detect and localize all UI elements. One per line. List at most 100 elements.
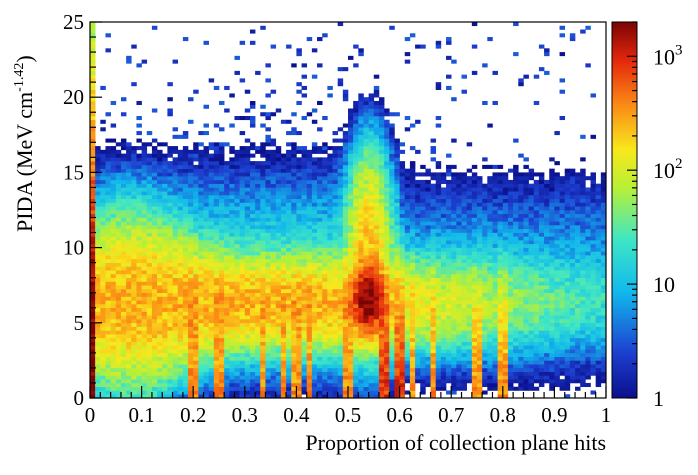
heatmap-cell [126,312,131,316]
heatmap-cell [255,150,260,154]
heatmap-cell [198,296,203,300]
heatmap-cell [152,146,157,150]
heatmap-cell [204,345,209,349]
heatmap-cell [436,312,441,316]
heatmap-cell [173,135,178,139]
heatmap-cell [167,334,172,338]
heatmap-cell [178,218,183,222]
heatmap-cell [400,266,405,270]
heatmap-cell [405,60,410,64]
heatmap-cell [193,206,198,210]
heatmap-cell [358,154,363,158]
heatmap-cell [374,342,379,346]
heatmap-cell [229,300,234,304]
heatmap-cell [322,263,327,267]
heatmap-cell [219,342,224,346]
heatmap-cell [224,210,229,214]
heatmap-cell [436,172,441,176]
heatmap-cell [147,379,152,383]
heatmap-cell [152,225,157,229]
heatmap-cell [436,357,441,361]
heatmap-cell [415,255,420,259]
heatmap-cell [240,172,245,176]
heatmap-cell [136,360,141,364]
heatmap-cell [302,281,307,285]
heatmap-cell [250,172,255,176]
heatmap-cell [157,285,162,289]
heatmap-cell [374,150,379,154]
heatmap-cell [291,199,296,203]
heatmap-cell [204,161,209,165]
heatmap-cell [286,330,291,334]
heatmap-cell [100,127,105,131]
heatmap-cell [369,270,374,274]
heatmap-cell [90,112,95,116]
heatmap-cell [446,191,451,195]
heatmap-cell [90,157,95,161]
heatmap-cell [436,124,441,128]
heatmap-cell [405,330,410,334]
heatmap-cell [317,345,322,349]
heatmap-cell [358,108,363,112]
heatmap-cell [400,375,405,379]
heatmap-cell [131,312,136,316]
heatmap-cell [234,218,239,222]
heatmap-cell [157,165,162,169]
heatmap-cell [260,218,265,222]
heatmap-cell [431,293,436,297]
heatmap-cell [379,120,384,124]
heatmap-cell [198,293,203,297]
heatmap-cell [162,199,167,203]
heatmap-cell [147,353,152,357]
heatmap-cell [291,146,296,150]
heatmap-cell [296,184,301,188]
heatmap-cell [265,157,270,161]
heatmap-cell [343,285,348,289]
heatmap-cell [286,169,291,173]
heatmap-cell [307,229,312,233]
heatmap-cell [363,274,368,278]
heatmap-cell [204,315,209,319]
heatmap-cell [431,172,436,176]
heatmap-cell [178,323,183,327]
heatmap-cell [420,233,425,237]
heatmap-cell [271,278,276,282]
heatmap-cell [100,214,105,218]
heatmap-cell [234,357,239,361]
heatmap-cell [136,172,141,176]
heatmap-cell [157,379,162,383]
heatmap-cell [446,165,451,169]
heatmap-cell [281,187,286,191]
heatmap-cell [374,142,379,146]
heatmap-cell [379,357,384,361]
heatmap-cell [353,221,358,225]
heatmap-cell [111,270,116,274]
heatmap-cell [224,233,229,237]
heatmap-cell [209,315,214,319]
heatmap-cell [327,146,332,150]
heatmap-cell [131,300,136,304]
heatmap-cell [111,180,116,184]
heatmap-cell [353,270,358,274]
heatmap-cell [131,176,136,180]
heatmap-cell [131,308,136,312]
heatmap-cell [431,342,436,346]
heatmap-cell [162,315,167,319]
heatmap-cell [338,293,343,297]
heatmap-cell [183,176,188,180]
heatmap-cell [198,248,203,252]
heatmap-cell [126,225,131,229]
heatmap-cell [260,345,265,349]
heatmap-cell [183,225,188,229]
heatmap-cell [193,334,198,338]
heatmap-cell [204,180,209,184]
heatmap-cell [302,308,307,312]
heatmap-cell [322,304,327,308]
heatmap-cell [374,131,379,135]
heatmap-cell [105,304,110,308]
heatmap-cell [167,154,172,158]
heatmap-cell [198,157,203,161]
heatmap-cell [363,142,368,146]
heatmap-cell [245,176,250,180]
heatmap-cell [136,251,141,255]
